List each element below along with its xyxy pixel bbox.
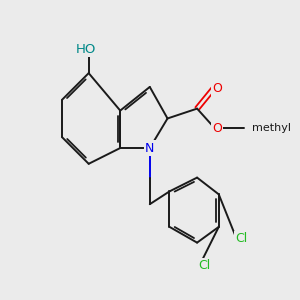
Text: HO: HO [76,43,96,56]
Text: Cl: Cl [198,259,210,272]
Text: methyl: methyl [252,123,291,133]
Text: O: O [212,122,222,135]
Text: O: O [212,82,222,95]
Text: Cl: Cl [235,232,248,245]
Text: N: N [145,142,154,154]
